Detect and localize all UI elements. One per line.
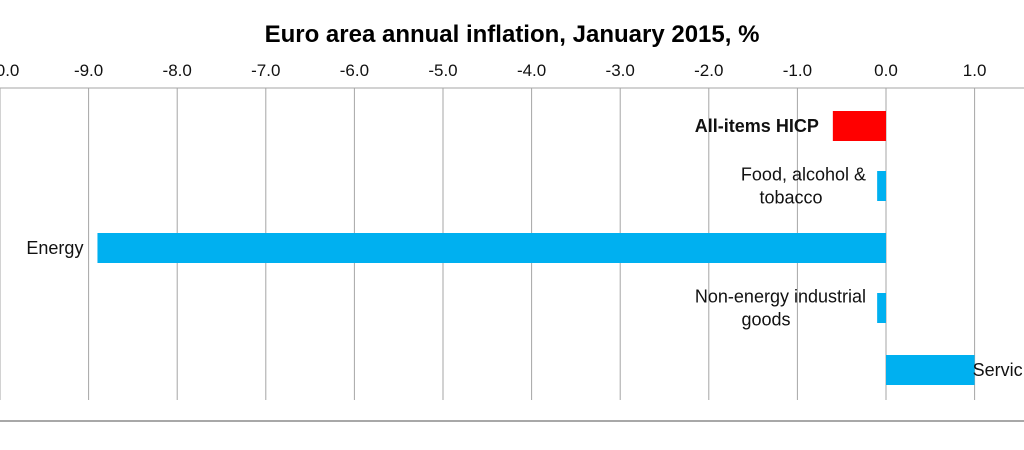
category-label: Food, alcohol & — [741, 165, 866, 185]
x-tick-label: -3.0 — [606, 61, 635, 80]
bar — [877, 293, 886, 323]
bar — [97, 233, 886, 263]
x-tick-label: -1.0 — [783, 61, 812, 80]
category-label: Servic — [973, 360, 1023, 380]
bar — [886, 355, 975, 385]
x-tick-label: -10.0 — [0, 61, 19, 80]
x-tick-label: -6.0 — [340, 61, 369, 80]
x-tick-label: -9.0 — [74, 61, 103, 80]
x-tick-label: -2.0 — [694, 61, 723, 80]
x-tick-label: -7.0 — [251, 61, 280, 80]
x-tick-label: -8.0 — [163, 61, 192, 80]
category-label: tobacco — [759, 188, 822, 208]
x-tick-label: -5.0 — [428, 61, 457, 80]
bar — [832, 111, 886, 141]
x-axis-ticks: -10.0 -9.0 -8.0 -7.0 -6.0 -5.0 -4.0 -3.0 -2.0 -1.… — [0, 61, 986, 80]
x-tick-label: -4.0 — [517, 61, 546, 80]
x-tick-label: 1.0 — [963, 61, 987, 80]
x-tick-label: 0.0 — [874, 61, 898, 80]
category-labels: All-items HICP Food, alcohol & tobacco Ener… — [26, 116, 1022, 380]
bars — [97, 111, 975, 385]
category-label: goods — [741, 310, 790, 330]
category-label: Energy — [26, 238, 83, 258]
chart-title: Euro area annual inflation, January 2015… — [265, 21, 760, 48]
category-label: All-items HICP — [695, 116, 819, 136]
bar — [877, 171, 886, 201]
category-label: Non-energy industrial — [695, 287, 866, 307]
